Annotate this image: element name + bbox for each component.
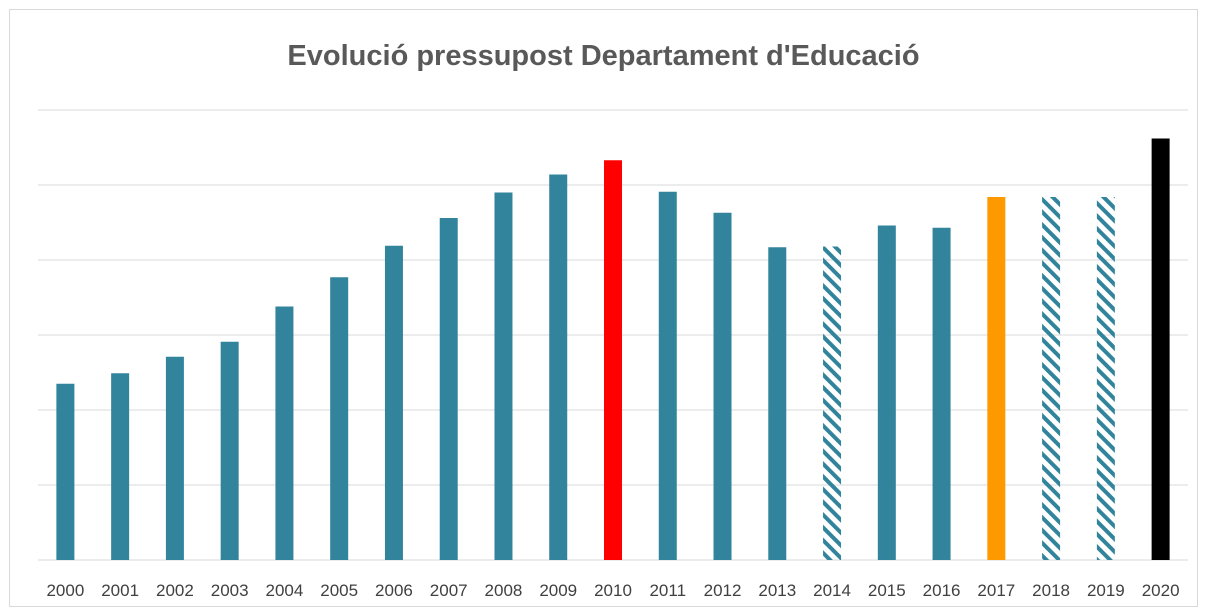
x-axis-tick-labels: 2000 2001 2002 2003 2004 2005 2006 2007 2008 2009… bbox=[46, 581, 1179, 600]
bar-2002 bbox=[165, 356, 184, 560]
x-tick-label: 2004 bbox=[266, 581, 304, 600]
x-tick-label: 2020 bbox=[1142, 581, 1180, 600]
bar-2000 bbox=[56, 383, 75, 560]
x-tick-label: 2003 bbox=[211, 581, 249, 600]
x-tick-label: 2018 bbox=[1032, 581, 1070, 600]
bar-2004 bbox=[275, 306, 294, 560]
bar-2018 bbox=[1042, 197, 1061, 560]
bar-2001 bbox=[111, 373, 130, 560]
x-tick-label: 2012 bbox=[704, 581, 742, 600]
bar-2011 bbox=[658, 191, 677, 560]
x-tick-label: 2000 bbox=[46, 581, 84, 600]
x-tick-label: 2007 bbox=[430, 581, 468, 600]
x-tick-label: 2006 bbox=[375, 581, 413, 600]
x-tick-label: 2011 bbox=[649, 581, 686, 600]
x-tick-label: 2005 bbox=[320, 581, 358, 600]
x-tick-label: 2017 bbox=[977, 581, 1015, 600]
bars bbox=[56, 138, 1170, 560]
x-tick-label: 2016 bbox=[923, 581, 961, 600]
bar-2012 bbox=[713, 212, 732, 560]
bar-2014 bbox=[823, 246, 842, 560]
x-tick-label: 2009 bbox=[539, 581, 577, 600]
bar-2016 bbox=[932, 227, 951, 560]
bar-2009 bbox=[549, 174, 568, 560]
bar-2020 bbox=[1151, 138, 1170, 560]
bar-2008 bbox=[494, 192, 513, 560]
x-tick-label: 2014 bbox=[813, 581, 851, 600]
bar-2015 bbox=[877, 225, 896, 560]
x-tick-label: 2002 bbox=[156, 581, 194, 600]
bar-2010 bbox=[604, 160, 622, 560]
chart-title: Evolució pressupost Departament d'Educac… bbox=[287, 40, 920, 72]
bar-2013 bbox=[768, 247, 787, 560]
x-tick-label: 2019 bbox=[1087, 581, 1125, 600]
x-tick-label: 2001 bbox=[101, 581, 139, 600]
x-tick-label: 2008 bbox=[485, 581, 523, 600]
bar-2017 bbox=[987, 197, 1006, 560]
x-tick-label: 2010 bbox=[594, 581, 632, 600]
bar-2005 bbox=[330, 277, 349, 560]
bar-2019 bbox=[1096, 197, 1115, 560]
x-tick-label: 2013 bbox=[758, 581, 796, 600]
bar-2006 bbox=[384, 245, 403, 560]
x-tick-label: 2015 bbox=[868, 581, 906, 600]
bar-2003 bbox=[220, 341, 239, 560]
bar-2007 bbox=[439, 218, 458, 560]
